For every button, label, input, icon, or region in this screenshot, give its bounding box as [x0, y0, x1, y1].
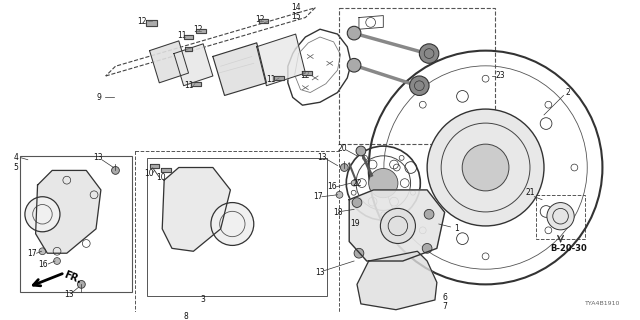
Bar: [147, 158, 327, 296]
Polygon shape: [357, 251, 437, 310]
Text: 19: 19: [350, 220, 360, 228]
Polygon shape: [274, 76, 284, 80]
Text: 15: 15: [291, 12, 300, 21]
Circle shape: [111, 166, 120, 174]
Text: 11: 11: [184, 81, 193, 90]
Text: 11: 11: [177, 31, 186, 40]
Polygon shape: [184, 35, 193, 39]
Circle shape: [410, 76, 429, 95]
Text: 12: 12: [301, 71, 310, 80]
Text: 12: 12: [255, 15, 264, 24]
Text: 10: 10: [156, 173, 166, 182]
Text: 22: 22: [352, 179, 362, 188]
Circle shape: [427, 109, 544, 226]
Circle shape: [77, 281, 85, 288]
Text: 17: 17: [27, 249, 36, 258]
Bar: [135, 151, 339, 312]
Circle shape: [39, 248, 46, 255]
Text: 13: 13: [93, 153, 103, 162]
Bar: [339, 8, 495, 144]
Text: 21: 21: [525, 188, 535, 197]
Circle shape: [422, 244, 432, 253]
Text: 8: 8: [183, 312, 188, 320]
Polygon shape: [191, 82, 201, 86]
Text: 16: 16: [38, 260, 48, 269]
Text: 4: 4: [13, 153, 19, 162]
Polygon shape: [184, 47, 193, 51]
Text: 9: 9: [97, 93, 101, 102]
Text: 3: 3: [201, 295, 205, 304]
Text: 16: 16: [327, 182, 337, 191]
Bar: [536, 195, 585, 239]
Text: 12: 12: [137, 17, 147, 26]
Circle shape: [419, 44, 439, 63]
Text: 2: 2: [566, 88, 571, 97]
Circle shape: [356, 146, 366, 156]
Circle shape: [352, 198, 362, 207]
Text: TYA4B1910: TYA4B1910: [584, 301, 620, 306]
Text: FR.: FR.: [62, 269, 83, 285]
Circle shape: [211, 203, 254, 245]
Circle shape: [25, 197, 60, 232]
Polygon shape: [150, 41, 189, 83]
Polygon shape: [359, 16, 383, 29]
Text: 20: 20: [337, 144, 348, 153]
Polygon shape: [161, 169, 171, 172]
Circle shape: [54, 258, 60, 264]
Text: 1: 1: [454, 224, 459, 233]
Text: 12: 12: [193, 25, 203, 34]
Polygon shape: [259, 20, 268, 23]
Bar: [20, 156, 132, 292]
Text: 7: 7: [442, 302, 447, 311]
Text: 13: 13: [315, 268, 325, 277]
Polygon shape: [174, 44, 213, 86]
Text: 13: 13: [64, 290, 74, 299]
Text: 10: 10: [144, 169, 154, 178]
Text: 14: 14: [291, 3, 300, 12]
Circle shape: [340, 164, 348, 172]
Polygon shape: [257, 34, 305, 86]
Text: B-20-30: B-20-30: [550, 244, 587, 253]
Circle shape: [380, 208, 415, 244]
Polygon shape: [288, 29, 351, 105]
Circle shape: [351, 180, 357, 186]
Text: 5: 5: [13, 163, 19, 172]
Polygon shape: [150, 164, 159, 167]
Polygon shape: [303, 71, 312, 75]
Circle shape: [336, 191, 343, 198]
Polygon shape: [349, 190, 445, 261]
Polygon shape: [146, 20, 157, 26]
Text: 23: 23: [495, 71, 505, 80]
Circle shape: [547, 203, 574, 230]
Circle shape: [348, 26, 361, 40]
Circle shape: [462, 144, 509, 191]
Polygon shape: [213, 43, 266, 95]
Text: 13: 13: [317, 153, 327, 162]
Polygon shape: [36, 171, 101, 253]
Text: 6: 6: [442, 292, 447, 301]
Circle shape: [424, 209, 434, 219]
Text: 17: 17: [313, 192, 323, 201]
Polygon shape: [162, 167, 230, 251]
Circle shape: [354, 248, 364, 258]
Circle shape: [369, 169, 398, 198]
Text: 18: 18: [333, 208, 342, 217]
Text: 11: 11: [266, 76, 276, 84]
Circle shape: [348, 59, 361, 72]
Polygon shape: [196, 29, 206, 33]
